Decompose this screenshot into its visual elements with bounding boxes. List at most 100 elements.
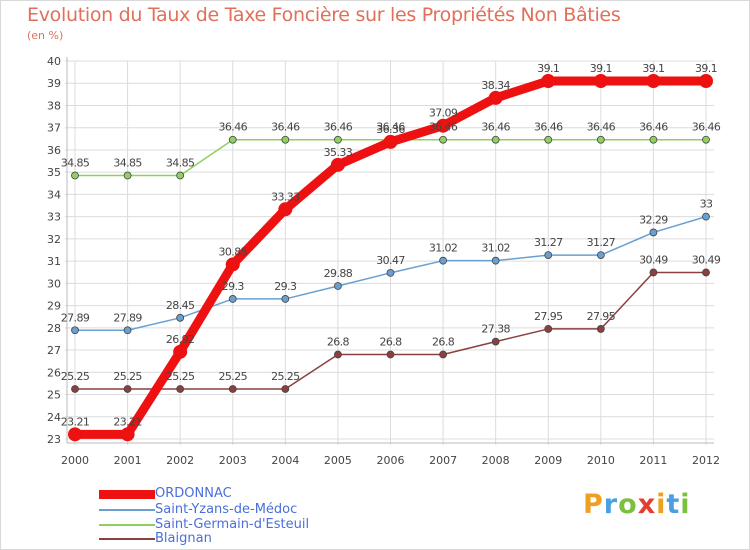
y-tick-label: 37 xyxy=(47,122,61,135)
chart-subtitle: (en %) xyxy=(27,29,64,42)
data-label: 29.3 xyxy=(274,280,297,293)
data-point xyxy=(68,427,82,442)
x-tick-label: 2011 xyxy=(639,454,667,467)
data-point xyxy=(541,74,556,89)
y-tick-label: 35 xyxy=(47,166,61,179)
legend-label: Saint-Germain-d'Esteuil xyxy=(155,517,310,532)
y-tick-label: 30 xyxy=(47,277,61,290)
data-label: 39.1 xyxy=(590,62,612,75)
y-tick-label: 27 xyxy=(47,344,61,357)
data-point xyxy=(544,325,553,333)
data-label: 25.25 xyxy=(113,370,142,383)
x-tick-label: 2009 xyxy=(534,454,562,467)
data-label: 25.25 xyxy=(219,370,248,383)
data-label: 29.3 xyxy=(222,280,245,293)
data-point xyxy=(71,326,79,335)
data-point xyxy=(123,171,132,180)
x-tick-label: 2007 xyxy=(429,454,457,467)
data-point xyxy=(176,385,185,393)
y-tick-label: 33 xyxy=(47,211,61,224)
data-point xyxy=(330,157,345,172)
data-label: 36.46 xyxy=(324,121,353,134)
data-label: 27.95 xyxy=(534,310,563,323)
chart-title: Evolution du Taux de Taxe Foncière sur l… xyxy=(27,4,621,26)
data-point xyxy=(544,135,553,144)
data-point xyxy=(173,344,188,359)
data-point xyxy=(596,135,605,144)
data-label: 23.21 xyxy=(113,415,142,428)
data-label: 30.85 xyxy=(219,245,248,258)
data-label: 27.89 xyxy=(61,311,90,324)
legend-swatch xyxy=(99,538,155,540)
logo-letter: i xyxy=(656,489,667,520)
data-label: 38.34 xyxy=(481,79,510,92)
data-label: 36.46 xyxy=(692,121,721,134)
y-tick-label: 39 xyxy=(47,77,61,90)
data-point xyxy=(281,295,290,303)
data-point xyxy=(123,385,132,393)
data-label: 36.46 xyxy=(587,121,616,134)
data-label: 30.47 xyxy=(376,254,405,267)
data-point xyxy=(544,251,553,260)
data-label: 36.46 xyxy=(639,121,668,134)
data-point xyxy=(386,269,395,277)
data-label: 34.85 xyxy=(61,157,90,170)
proxiti-logo: Proxiti xyxy=(583,489,691,520)
legend-label: ORDONNAC xyxy=(155,486,232,501)
data-label: 27.89 xyxy=(113,311,142,324)
data-point xyxy=(596,325,605,333)
y-tick-label: 29 xyxy=(47,300,61,313)
data-point xyxy=(593,74,608,89)
data-label: 31.02 xyxy=(429,242,458,255)
data-label: 28.45 xyxy=(166,299,195,312)
legend-swatch xyxy=(99,524,155,526)
data-label: 33.33 xyxy=(271,190,300,203)
y-tick-label: 23 xyxy=(47,433,61,446)
data-label: 39.1 xyxy=(642,62,664,75)
x-tick-label: 2010 xyxy=(587,454,615,467)
logo-letter: x xyxy=(637,489,657,520)
legend-swatch xyxy=(99,509,155,511)
data-point xyxy=(491,135,500,144)
data-label: 32.29 xyxy=(639,213,668,226)
data-label: 36.46 xyxy=(219,121,248,134)
data-label: 31.27 xyxy=(534,236,563,249)
legend-label: Saint-Yzans-de-Médoc xyxy=(155,502,298,517)
data-label: 36.46 xyxy=(534,121,563,134)
legend-item: Saint-Germain-d'Esteuil xyxy=(99,518,309,532)
data-label: 25.25 xyxy=(61,370,90,383)
data-label: 25.25 xyxy=(166,370,195,383)
data-label: 27.38 xyxy=(481,323,510,336)
legend-item: ORDONNAC xyxy=(99,487,232,501)
x-tick-label: 2006 xyxy=(377,454,405,467)
data-point xyxy=(439,256,447,265)
data-point xyxy=(120,427,135,442)
data-label: 33 xyxy=(700,198,713,211)
data-label: 29.88 xyxy=(324,267,353,280)
x-tick-label: 2002 xyxy=(166,454,194,467)
y-tick-label: 38 xyxy=(47,99,61,112)
legend-item: Saint-Yzans-de-Médoc xyxy=(99,503,297,517)
data-label: 26.92 xyxy=(166,333,195,346)
data-label: 31.27 xyxy=(587,236,616,249)
data-point xyxy=(702,268,710,277)
data-point xyxy=(436,118,451,133)
data-label: 34.85 xyxy=(166,157,195,170)
data-point xyxy=(334,350,342,359)
y-tick-label: 32 xyxy=(47,233,61,246)
data-label: 25.25 xyxy=(271,370,300,383)
data-point xyxy=(71,171,79,180)
data-label: 37.09 xyxy=(429,107,458,120)
y-tick-label: 25 xyxy=(47,389,61,402)
data-label: 39.1 xyxy=(695,62,717,75)
logo-letter: i xyxy=(680,489,691,520)
data-point xyxy=(281,135,290,144)
data-point xyxy=(702,212,710,221)
data-point xyxy=(649,228,658,237)
y-tick-label: 24 xyxy=(47,411,61,424)
legend-item: Blaignan xyxy=(99,532,212,546)
data-label: 30.49 xyxy=(639,253,668,266)
data-label: 26.8 xyxy=(379,336,402,349)
x-tick-label: 2003 xyxy=(219,454,247,467)
